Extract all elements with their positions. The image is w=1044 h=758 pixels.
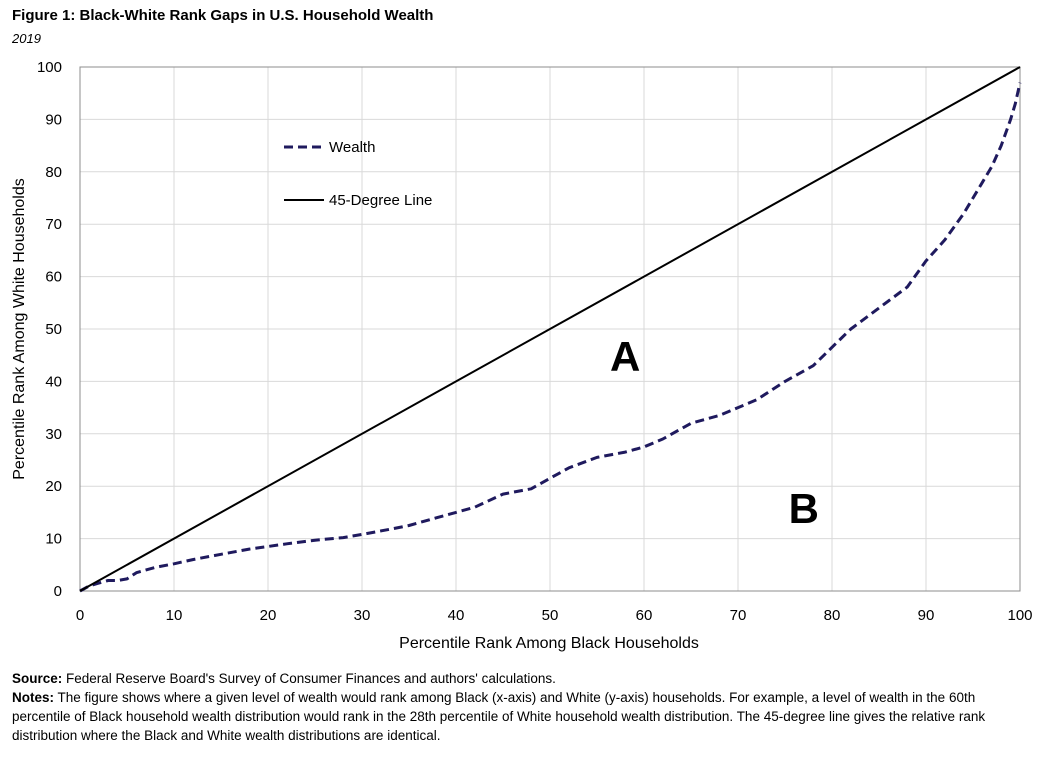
y-tick-label: 90 (45, 111, 62, 128)
figure-title: Figure 1: Black-White Rank Gaps in U.S. … (12, 7, 434, 24)
y-tick-label: 0 (54, 583, 62, 600)
y-tick-label: 70 (45, 216, 62, 233)
y-tick-label: 20 (45, 478, 62, 495)
notes: Notes: The figure shows where a given le… (12, 688, 1037, 745)
x-tick-label: 70 (730, 607, 747, 624)
source-label: Source: (12, 671, 63, 686)
notes-text: The figure shows where a given level of … (12, 690, 986, 743)
source-text: Federal Reserve Board's Survey of Consum… (62, 671, 556, 686)
x-axis-label: Percentile Rank Among Black Households (399, 635, 699, 652)
legend-label: Wealth (329, 139, 375, 156)
annotation-b: B (789, 485, 819, 532)
x-tick-label: 50 (542, 607, 559, 624)
x-tick-label: 90 (918, 607, 935, 624)
y-axis-label: Percentile Rank Among White Households (11, 178, 28, 480)
figure-subtitle: 2019 (12, 31, 41, 46)
notes-label: Notes: (12, 690, 55, 705)
annotation-a: A (610, 333, 640, 380)
series-line-wealth (79, 82, 1022, 593)
figure-footer: Source: Federal Reserve Board's Survey o… (12, 669, 1037, 745)
x-tick-label: 30 (354, 607, 371, 624)
y-tick-label: 60 (45, 269, 62, 286)
y-tick-label: 50 (45, 321, 62, 338)
y-tick-label: 30 (45, 426, 62, 443)
series-line-45-degree-line (79, 66, 1021, 592)
x-tick-label: 10 (166, 607, 183, 624)
source-note: Source: Federal Reserve Board's Survey o… (12, 669, 1037, 688)
x-tick-label: 0 (76, 607, 84, 624)
y-tick-label: 10 (45, 531, 62, 548)
x-tick-label: 40 (448, 607, 465, 624)
legend-label: 45-Degree Line (329, 192, 432, 209)
plot-frame (79, 66, 1021, 592)
rank-gap-chart: 0 10 20 30 40 50 60 70 80 90 100 0 10 20 30 40 50 60 70 80 9… (11, 59, 1033, 652)
y-tick-label: 40 (45, 373, 62, 390)
x-tick-label: 100 (1007, 607, 1032, 624)
tick-labels: 0 10 20 30 40 50 60 70 80 90 100 0 10 20 30 40 50 60 70 80 9… (37, 59, 1033, 624)
x-tick-label: 80 (824, 607, 841, 624)
x-tick-label: 60 (636, 607, 653, 624)
annotations: AB (610, 333, 819, 532)
y-tick-label: 100 (37, 59, 62, 76)
y-tick-label: 80 (45, 164, 62, 181)
legend: Wealth 45-Degree Line (284, 139, 432, 209)
series-lines (79, 66, 1022, 593)
x-tick-label: 20 (260, 607, 277, 624)
